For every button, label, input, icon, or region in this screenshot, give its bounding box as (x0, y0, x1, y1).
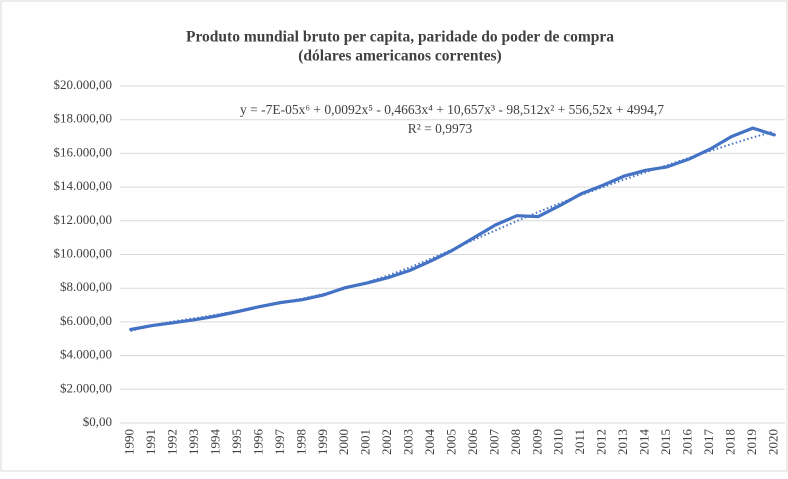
x-tick-label: 2012 (594, 429, 609, 455)
x-tick-label: 2013 (615, 429, 630, 455)
y-tick-label: $10.000,00 (54, 245, 113, 260)
y-tick-label: $18.000,00 (54, 111, 113, 126)
x-tick-label: 1999 (315, 429, 330, 455)
x-tick-label: 1990 (122, 429, 137, 455)
y-tick-label: $6.000,00 (60, 313, 112, 328)
x-tick-label: 1997 (272, 429, 287, 456)
x-tick-label: 2004 (422, 429, 437, 456)
trend-equation: y = -7E-05x⁶ + 0,0092x⁵ - 0,4663x⁴ + 10,… (240, 102, 664, 117)
r-squared: R² = 0,9973 (408, 121, 473, 136)
y-tick-label: $2.000,00 (60, 380, 112, 395)
x-tick-label: 2010 (551, 429, 566, 455)
x-tick-label: 1991 (143, 429, 158, 455)
x-tick-label: 2019 (744, 429, 759, 455)
x-tick-label: 2008 (508, 429, 523, 455)
x-tick-label: 2011 (572, 429, 587, 455)
y-tick-label: $14.000,00 (54, 178, 113, 193)
x-tick-label: 1996 (250, 429, 265, 456)
x-tick-label: 1995 (229, 429, 244, 455)
x-tick-label: 1994 (208, 429, 223, 456)
x-tick-label: 1993 (186, 429, 201, 455)
chart-title: Produto mundial bruto per capita, parida… (186, 29, 614, 46)
y-tick-label: $0,00 (83, 414, 112, 429)
data-line (129, 126, 776, 332)
y-tick-label: $4.000,00 (60, 347, 112, 362)
x-tick-label: 2001 (358, 429, 373, 455)
x-tick-label: 2018 (722, 429, 737, 455)
x-tick-label: 2017 (701, 429, 716, 456)
x-tick-label: 2002 (379, 429, 394, 455)
x-tick-label: 2020 (765, 429, 780, 455)
x-tick-label: 2015 (658, 429, 673, 455)
x-tick-label: 2005 (443, 429, 458, 455)
x-tick-label: 2016 (679, 429, 694, 456)
x-tick-label: 2009 (529, 429, 544, 455)
x-tick-label: 2003 (401, 429, 416, 455)
y-tick-label: $8.000,00 (60, 279, 112, 294)
y-tick-label: $20.000,00 (54, 77, 113, 92)
chart-title: (dólares americanos correntes) (298, 48, 501, 65)
x-tick-label: 2006 (465, 429, 480, 456)
x-tick-label: 1992 (165, 429, 180, 455)
y-tick-label: $12.000,00 (54, 212, 113, 227)
x-tick-label: 2000 (336, 429, 351, 455)
x-tick-label: 2014 (637, 429, 652, 456)
y-tick-label: $16.000,00 (54, 144, 113, 159)
x-tick-label: 2007 (486, 428, 501, 455)
x-tick-label: 1998 (293, 429, 308, 455)
